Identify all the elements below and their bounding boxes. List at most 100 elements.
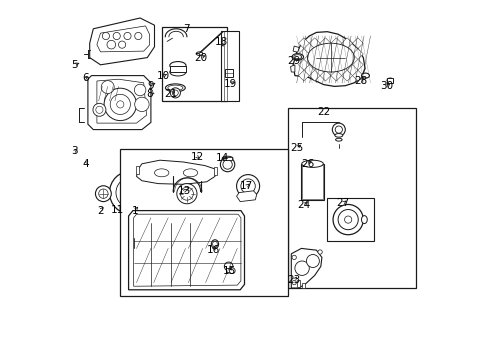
- Circle shape: [134, 84, 145, 96]
- Text: 29: 29: [287, 56, 300, 66]
- Circle shape: [117, 101, 123, 108]
- Polygon shape: [298, 38, 309, 49]
- Text: 10: 10: [157, 71, 170, 81]
- Polygon shape: [330, 70, 341, 81]
- Polygon shape: [352, 70, 363, 81]
- Circle shape: [95, 186, 111, 202]
- Circle shape: [337, 210, 358, 230]
- Polygon shape: [309, 70, 320, 81]
- Ellipse shape: [361, 216, 366, 224]
- Ellipse shape: [334, 134, 342, 137]
- Text: 26: 26: [300, 159, 313, 169]
- Circle shape: [99, 189, 108, 198]
- Text: 30: 30: [379, 81, 392, 91]
- Text: 22: 22: [316, 107, 330, 117]
- Circle shape: [102, 32, 109, 40]
- Polygon shape: [236, 191, 256, 202]
- Polygon shape: [97, 26, 149, 52]
- Polygon shape: [330, 49, 341, 59]
- Circle shape: [110, 94, 130, 114]
- Text: 7: 7: [183, 24, 190, 34]
- Ellipse shape: [335, 138, 342, 141]
- Text: 17: 17: [239, 181, 252, 192]
- Polygon shape: [292, 46, 299, 52]
- Ellipse shape: [293, 55, 301, 59]
- Bar: [225, 69, 233, 77]
- Text: 9: 9: [147, 81, 154, 91]
- Text: 1: 1: [131, 206, 138, 216]
- Polygon shape: [309, 59, 320, 70]
- Circle shape: [291, 255, 296, 260]
- Text: 18: 18: [214, 37, 227, 48]
- Ellipse shape: [305, 160, 316, 165]
- Circle shape: [332, 123, 345, 136]
- Text: 19: 19: [224, 78, 237, 89]
- Text: 28: 28: [353, 76, 366, 86]
- Bar: [221, 31, 239, 101]
- Polygon shape: [320, 70, 330, 81]
- Polygon shape: [298, 49, 309, 59]
- Bar: [162, 27, 226, 101]
- Text: 5: 5: [71, 60, 78, 70]
- Ellipse shape: [154, 169, 168, 177]
- Ellipse shape: [196, 52, 203, 55]
- Circle shape: [306, 255, 319, 267]
- Circle shape: [223, 160, 232, 169]
- Bar: [226, 268, 230, 272]
- Polygon shape: [352, 49, 363, 59]
- Text: 13: 13: [178, 186, 191, 196]
- Bar: [302, 283, 305, 288]
- Bar: [223, 157, 231, 160]
- Text: 11: 11: [111, 204, 124, 215]
- Text: 14: 14: [215, 153, 228, 163]
- Ellipse shape: [291, 54, 303, 60]
- Circle shape: [180, 187, 193, 200]
- Text: 2: 2: [97, 206, 103, 216]
- Polygon shape: [352, 59, 363, 70]
- Text: 6: 6: [82, 73, 88, 84]
- Polygon shape: [89, 18, 154, 65]
- Polygon shape: [292, 32, 365, 86]
- Polygon shape: [88, 76, 151, 130]
- Ellipse shape: [211, 240, 218, 248]
- Ellipse shape: [222, 156, 232, 161]
- Circle shape: [344, 216, 351, 223]
- Circle shape: [123, 32, 131, 40]
- Circle shape: [134, 32, 142, 40]
- Ellipse shape: [169, 62, 185, 69]
- Text: 21: 21: [164, 89, 177, 99]
- Text: 12: 12: [190, 152, 203, 162]
- Ellipse shape: [169, 68, 185, 76]
- Text: 16: 16: [206, 245, 219, 255]
- Circle shape: [118, 41, 125, 48]
- Circle shape: [172, 90, 178, 96]
- Circle shape: [113, 32, 120, 40]
- Bar: [326, 198, 373, 241]
- Circle shape: [116, 177, 146, 208]
- Bar: [120, 149, 287, 296]
- Ellipse shape: [386, 78, 393, 82]
- Text: 20: 20: [194, 53, 207, 63]
- Polygon shape: [309, 49, 320, 59]
- Circle shape: [335, 126, 342, 133]
- Polygon shape: [341, 38, 352, 49]
- Polygon shape: [298, 70, 309, 81]
- Ellipse shape: [167, 85, 183, 90]
- Circle shape: [123, 185, 138, 200]
- Polygon shape: [341, 70, 352, 81]
- Circle shape: [317, 250, 322, 254]
- Ellipse shape: [301, 160, 323, 167]
- Text: 27: 27: [335, 198, 349, 208]
- Polygon shape: [128, 211, 244, 290]
- Polygon shape: [341, 49, 352, 59]
- Bar: [136, 166, 139, 174]
- Bar: [386, 78, 392, 83]
- Circle shape: [224, 262, 232, 271]
- Ellipse shape: [183, 169, 197, 177]
- Circle shape: [170, 88, 180, 98]
- Polygon shape: [320, 59, 330, 70]
- Bar: [296, 280, 300, 287]
- Bar: [170, 66, 186, 72]
- Text: 23: 23: [287, 275, 300, 285]
- Polygon shape: [291, 248, 321, 288]
